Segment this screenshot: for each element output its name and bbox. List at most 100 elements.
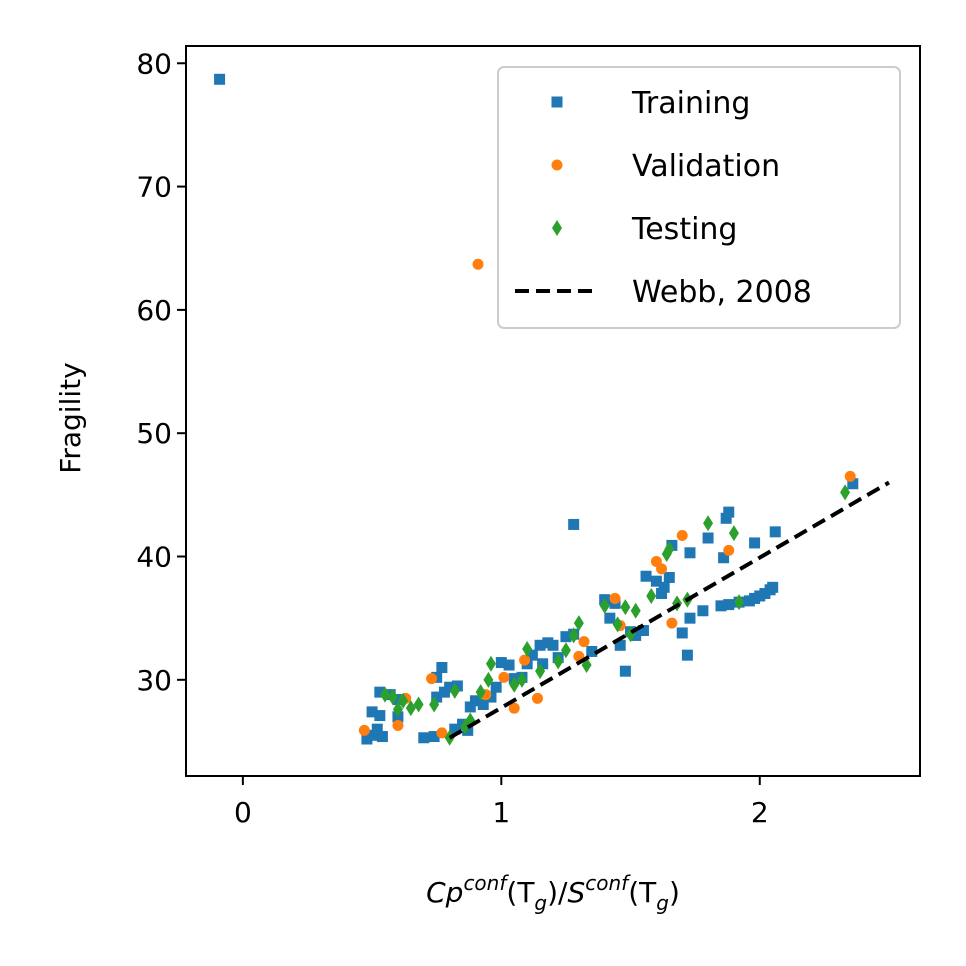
- point-training-24: [477, 698, 489, 710]
- legend-label-testing: Testing: [631, 212, 737, 247]
- point-training-75: [769, 526, 781, 538]
- point-testing-15: [516, 671, 527, 688]
- trend-line-webb-2008: [448, 480, 890, 740]
- point-validation-16: [656, 563, 668, 575]
- point-training-32: [526, 649, 538, 661]
- xlabel-sup1: conf: [463, 871, 509, 895]
- point-testing-14: [509, 676, 520, 693]
- point-testing-21: [573, 615, 584, 632]
- point-training-65: [723, 506, 735, 518]
- legend: Training Validation Testing Webb, 2008: [497, 66, 901, 329]
- point-training-12: [428, 731, 440, 743]
- point-testing-13: [485, 655, 496, 672]
- point-training-40: [568, 518, 580, 530]
- point-testing-36: [840, 484, 851, 501]
- point-testing-5: [413, 696, 424, 713]
- point-training-25: [485, 691, 497, 703]
- point-training-7: [374, 686, 386, 698]
- point-training-58: [684, 612, 696, 624]
- point-validation-8: [508, 702, 520, 714]
- y-axis-label: Fragility: [54, 362, 87, 473]
- point-validation-5: [472, 258, 484, 270]
- point-validation-7: [498, 671, 510, 683]
- point-training-34: [537, 658, 549, 670]
- point-validation-20: [844, 470, 856, 482]
- point-validation-17: [666, 617, 678, 629]
- point-training-46: [619, 665, 631, 677]
- point-training-9: [392, 694, 404, 706]
- point-training-33: [534, 639, 546, 651]
- point-training-27: [495, 657, 507, 669]
- point-testing-34: [728, 525, 739, 542]
- point-training-53: [658, 581, 670, 593]
- x-axis: 0 1 2: [234, 776, 769, 829]
- point-training-49: [637, 624, 649, 636]
- point-validation-12: [578, 636, 590, 648]
- point-validation-10: [531, 692, 543, 704]
- y-tick-label: 50: [136, 417, 172, 450]
- point-training-64: [720, 512, 732, 524]
- xlabel-paren1-open: (T: [506, 876, 535, 909]
- point-training-50: [640, 570, 652, 582]
- point-validation-13: [609, 592, 621, 604]
- point-training-19: [449, 723, 461, 735]
- point-training-26: [490, 681, 502, 693]
- point-testing-20: [568, 627, 579, 644]
- x-tick-label: 0: [234, 796, 252, 829]
- point-training-4: [376, 731, 388, 743]
- point-training-3: [371, 723, 383, 735]
- point-training-61: [702, 532, 714, 544]
- point-testing-8: [449, 682, 460, 699]
- legend-box: [497, 66, 901, 329]
- point-training-5: [366, 706, 378, 718]
- point-testing-35: [734, 594, 745, 611]
- point-testing-4: [405, 700, 416, 717]
- point-validation-4: [436, 727, 448, 739]
- point-training-45: [614, 639, 626, 651]
- legend-label-training: Training: [631, 86, 750, 121]
- point-validation-18: [676, 530, 688, 542]
- point-testing-3: [398, 692, 409, 709]
- legend-label-validation: Validation: [632, 149, 780, 184]
- point-training-2: [366, 729, 378, 741]
- point-training-59: [684, 547, 696, 559]
- point-training-22: [464, 701, 476, 713]
- point-training-18: [451, 680, 463, 692]
- point-training-63: [718, 552, 730, 564]
- legend-marker-training: [551, 96, 563, 108]
- y-tick-label: 60: [136, 294, 172, 327]
- point-training-52: [656, 588, 668, 599]
- point-testing-16: [522, 640, 533, 657]
- point-testing-6: [429, 696, 440, 713]
- point-training-76: [847, 478, 859, 490]
- y-tick-label: 30: [136, 664, 172, 697]
- point-testing-30: [664, 541, 675, 558]
- point-testing-33: [703, 515, 714, 532]
- point-validation-19: [723, 544, 735, 556]
- xlabel-sub1: g: [534, 891, 547, 915]
- point-validation-0: [358, 724, 370, 736]
- point-testing-0: [380, 686, 391, 703]
- point-testing-11: [475, 684, 486, 701]
- point-training-17: [444, 681, 456, 693]
- xlabel-base1: Cp: [426, 876, 463, 909]
- xlabel-sub2: g: [656, 891, 669, 915]
- xlabel-sup2: conf: [585, 871, 631, 895]
- point-training-51: [650, 575, 662, 587]
- point-training-74: [767, 581, 779, 593]
- point-testing-19: [560, 642, 571, 659]
- point-testing-12: [483, 671, 494, 688]
- point-testing-28: [646, 587, 657, 604]
- point-training-57: [681, 649, 693, 661]
- x-tick-label: 1: [492, 796, 510, 829]
- point-testing-24: [612, 616, 623, 633]
- point-testing-18: [553, 653, 564, 670]
- point-validation-3: [426, 673, 438, 685]
- point-training-43: [604, 612, 616, 624]
- y-tick-label: 40: [136, 541, 172, 574]
- x-tick-label: 2: [751, 796, 769, 829]
- point-training-6: [374, 710, 386, 722]
- x-axis-label: Cpconf(Tg)/Sconf(Tg): [426, 871, 680, 915]
- legend-marker-validation: [551, 159, 563, 171]
- xlabel-paren1-close: )/: [547, 876, 568, 909]
